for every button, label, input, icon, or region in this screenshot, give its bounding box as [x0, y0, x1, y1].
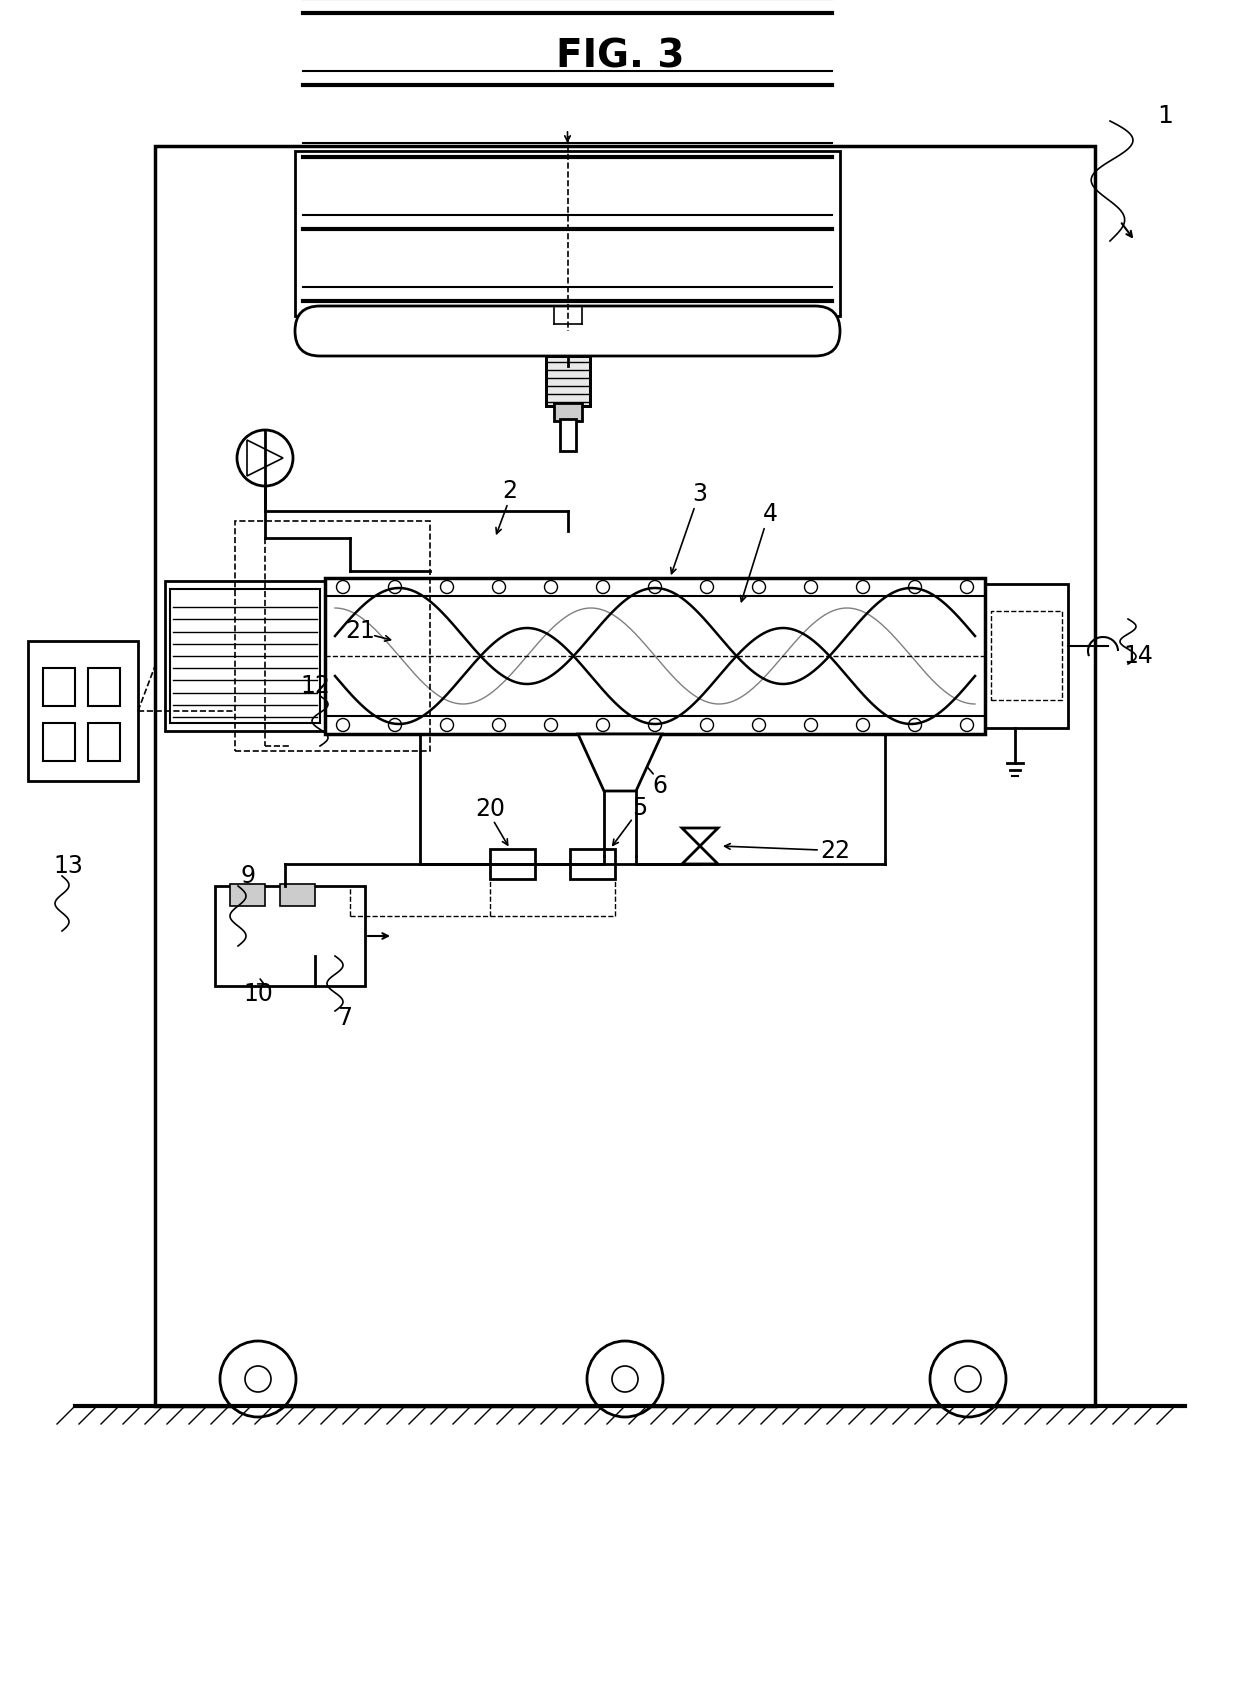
Circle shape: [961, 718, 973, 732]
Circle shape: [544, 580, 558, 593]
Bar: [215, 887, 365, 986]
Bar: [165, 582, 325, 732]
Polygon shape: [578, 733, 662, 791]
Text: 10: 10: [243, 981, 273, 1007]
Text: 2: 2: [502, 479, 517, 502]
Circle shape: [440, 580, 454, 593]
Bar: [553, 403, 582, 422]
Circle shape: [336, 718, 350, 732]
Bar: [546, 356, 589, 406]
Text: 1: 1: [1157, 105, 1173, 128]
Circle shape: [388, 718, 402, 732]
Bar: [88, 668, 120, 706]
Circle shape: [857, 580, 869, 593]
Circle shape: [753, 718, 765, 732]
Circle shape: [492, 580, 506, 593]
Text: 12: 12: [300, 674, 330, 698]
Text: 14: 14: [1123, 644, 1153, 668]
Circle shape: [805, 718, 817, 732]
Circle shape: [909, 718, 921, 732]
Circle shape: [961, 580, 973, 593]
Bar: [991, 610, 1061, 700]
Bar: [295, 152, 839, 315]
Bar: [490, 850, 534, 878]
Circle shape: [596, 580, 610, 593]
Circle shape: [649, 718, 661, 732]
Bar: [229, 883, 265, 905]
Bar: [570, 850, 615, 878]
Text: 20: 20: [475, 797, 505, 821]
Circle shape: [440, 718, 454, 732]
Bar: [88, 723, 120, 760]
Circle shape: [909, 580, 921, 593]
Circle shape: [613, 1366, 639, 1393]
Circle shape: [596, 718, 610, 732]
Text: 21: 21: [345, 619, 374, 642]
Circle shape: [388, 580, 402, 593]
Polygon shape: [682, 846, 718, 863]
Circle shape: [701, 718, 713, 732]
Bar: [985, 583, 1068, 728]
Circle shape: [237, 430, 293, 486]
Circle shape: [955, 1366, 981, 1393]
Circle shape: [753, 580, 765, 593]
Circle shape: [587, 1340, 663, 1416]
Bar: [170, 588, 320, 723]
FancyBboxPatch shape: [295, 305, 839, 356]
Text: FIG. 3: FIG. 3: [556, 37, 684, 74]
Circle shape: [930, 1340, 1006, 1416]
Bar: [559, 420, 575, 450]
Bar: [546, 356, 589, 406]
Circle shape: [701, 580, 713, 593]
Polygon shape: [682, 828, 718, 846]
Circle shape: [219, 1340, 296, 1416]
Circle shape: [805, 580, 817, 593]
Circle shape: [492, 718, 506, 732]
Text: 7: 7: [337, 1007, 352, 1030]
Text: 5: 5: [632, 796, 647, 819]
Text: 6: 6: [652, 774, 667, 797]
Bar: [236, 521, 430, 750]
Bar: [280, 883, 315, 905]
Text: 13: 13: [53, 855, 83, 878]
Circle shape: [336, 580, 350, 593]
Bar: [43, 668, 74, 706]
Circle shape: [544, 718, 558, 732]
Circle shape: [857, 718, 869, 732]
Text: 22: 22: [820, 840, 849, 863]
Text: 3: 3: [692, 482, 708, 506]
Text: 4: 4: [763, 502, 777, 526]
Bar: [43, 723, 74, 760]
Bar: [29, 641, 138, 781]
Circle shape: [246, 1366, 272, 1393]
Bar: [155, 147, 1095, 1406]
Circle shape: [649, 580, 661, 593]
Text: 9: 9: [241, 863, 255, 889]
Bar: [325, 578, 985, 733]
